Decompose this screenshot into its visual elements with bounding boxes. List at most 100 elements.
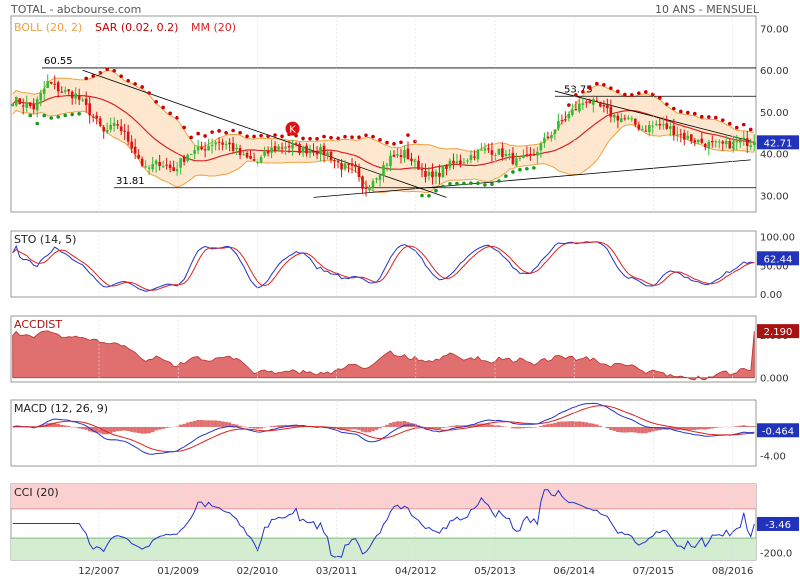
macd-histogram-bar bbox=[528, 426, 533, 428]
macd-histogram-bar bbox=[199, 420, 204, 427]
sar-dot bbox=[741, 122, 746, 127]
candle-body bbox=[662, 124, 665, 126]
candle-body bbox=[147, 167, 151, 169]
candle-body bbox=[193, 150, 196, 154]
macd-histogram-bar bbox=[686, 426, 690, 430]
macd-histogram-bar bbox=[518, 426, 522, 429]
sar-dot bbox=[112, 68, 116, 73]
sar-dot bbox=[532, 166, 536, 170]
macd-histogram-bar bbox=[350, 426, 354, 430]
sar-dot bbox=[357, 135, 361, 140]
sar-dot bbox=[301, 136, 305, 141]
macd-histogram-bar bbox=[462, 425, 466, 427]
candle-body bbox=[102, 127, 105, 132]
candle-body bbox=[25, 102, 29, 108]
macd-histogram-bar bbox=[521, 426, 526, 429]
candle-body bbox=[74, 93, 78, 99]
k-marker-label: K bbox=[289, 125, 296, 136]
macd-histogram-bar bbox=[654, 426, 659, 431]
candle-body bbox=[312, 150, 315, 153]
panel-frame-2 bbox=[10, 230, 757, 298]
macd-histogram-bar bbox=[255, 426, 260, 429]
candle-body bbox=[329, 151, 333, 161]
candle-body bbox=[91, 116, 95, 118]
candle-body bbox=[123, 130, 126, 132]
candle-body bbox=[200, 146, 203, 150]
candle-body bbox=[459, 160, 462, 165]
sar-dot bbox=[483, 183, 487, 187]
macd-histogram-bar bbox=[252, 426, 256, 429]
chart-header-title: TOTAL - abcbourse.com bbox=[11, 3, 142, 16]
macd-histogram-bar bbox=[651, 426, 655, 432]
candle-body bbox=[728, 141, 732, 149]
candle-body bbox=[731, 140, 735, 150]
sar-dot bbox=[706, 115, 711, 119]
candle-body bbox=[354, 164, 357, 167]
candle-body bbox=[315, 151, 319, 155]
macd-histogram-bar bbox=[693, 426, 697, 431]
macd-histogram-bar bbox=[605, 426, 610, 429]
sar-dot bbox=[91, 74, 95, 78]
macd-histogram-bar bbox=[94, 426, 99, 433]
sar-dot bbox=[644, 90, 648, 94]
macd-histogram-bar bbox=[119, 426, 123, 431]
macd-histogram-bar bbox=[115, 426, 120, 432]
candle-body bbox=[658, 123, 662, 126]
candle-body bbox=[581, 103, 585, 105]
macd-histogram-bar bbox=[220, 421, 225, 427]
candle-body bbox=[140, 158, 144, 166]
macd-histogram-bar bbox=[553, 422, 557, 427]
sar-dot bbox=[231, 128, 235, 133]
candle-body bbox=[168, 164, 172, 169]
macd-histogram-bar bbox=[157, 426, 162, 430]
macd-histogram-bar bbox=[374, 426, 379, 430]
candle-body bbox=[112, 122, 116, 126]
candle-body bbox=[231, 143, 235, 151]
candle-body bbox=[424, 170, 427, 177]
candle-body bbox=[452, 160, 455, 164]
sar-dot bbox=[476, 181, 480, 186]
macd-histogram-bar bbox=[455, 425, 459, 427]
candle-body bbox=[319, 146, 322, 155]
candle-body bbox=[298, 143, 301, 154]
sar-dot bbox=[336, 136, 340, 141]
sar-dot bbox=[434, 188, 438, 193]
macd-histogram-bar bbox=[385, 424, 389, 427]
price-y-tick: 50.00 bbox=[760, 108, 789, 119]
candle-body bbox=[490, 150, 494, 155]
candle-body bbox=[651, 125, 655, 127]
sar-dot bbox=[28, 113, 33, 118]
candle-body bbox=[578, 103, 581, 112]
annotation-53-75: 53.75 bbox=[564, 84, 593, 95]
macd-histogram-bar bbox=[595, 424, 599, 427]
candle-body bbox=[46, 81, 50, 89]
candle-body bbox=[389, 155, 392, 167]
candle-body bbox=[585, 101, 588, 103]
candle-body bbox=[189, 154, 193, 156]
candle-body bbox=[203, 149, 207, 151]
candle-body bbox=[679, 134, 683, 136]
candle-body bbox=[560, 120, 564, 122]
candle-body bbox=[745, 138, 749, 146]
sar-dot bbox=[616, 89, 620, 94]
macd-histogram-bar bbox=[339, 426, 344, 431]
candle-body bbox=[378, 174, 382, 181]
macd-histogram-bar bbox=[105, 426, 109, 435]
candle-body bbox=[305, 145, 308, 154]
candle-body bbox=[126, 131, 130, 142]
last-value-label: -0.464 bbox=[762, 426, 794, 437]
candle-body bbox=[151, 164, 154, 170]
sar-dot bbox=[420, 193, 424, 198]
macd-histogram-bar bbox=[525, 426, 529, 428]
sar-dot bbox=[567, 103, 571, 107]
candle-body bbox=[441, 165, 445, 178]
sar-dot bbox=[525, 166, 529, 171]
macd-histogram-bar bbox=[248, 426, 253, 428]
candle-body bbox=[210, 145, 214, 147]
x-axis-label: 08/2016 bbox=[712, 566, 754, 577]
candle-body bbox=[245, 152, 249, 158]
macd-signal-line bbox=[12, 405, 755, 453]
candle-body bbox=[700, 138, 704, 143]
candle-body bbox=[602, 105, 606, 107]
macd-histogram-bar bbox=[77, 426, 81, 429]
